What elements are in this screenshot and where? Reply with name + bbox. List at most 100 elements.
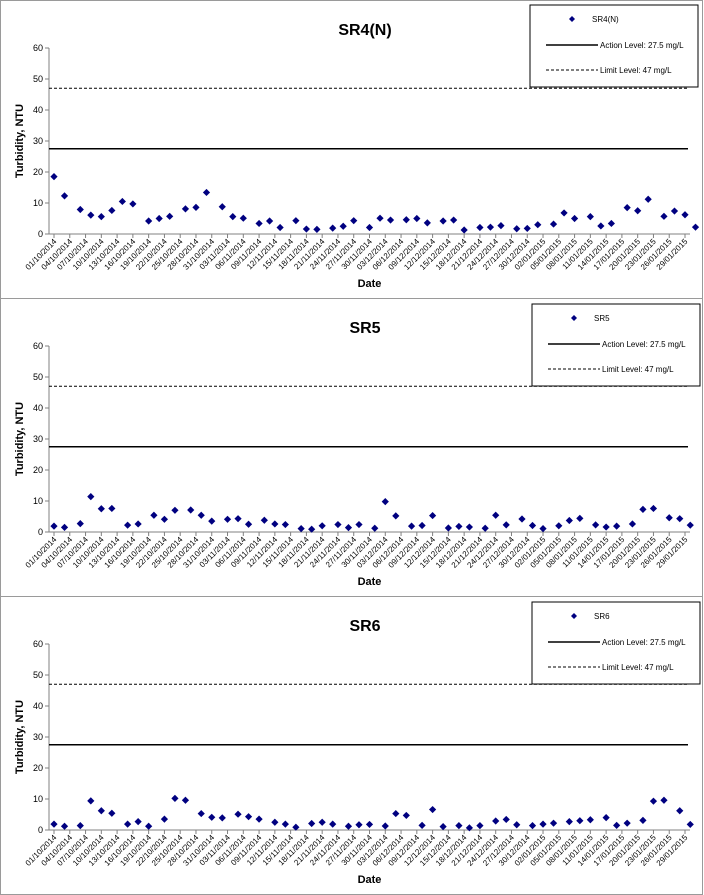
data-point: [518, 515, 526, 523]
data-point: [344, 524, 353, 532]
data-point: [476, 223, 484, 232]
data-point: [492, 511, 500, 519]
data-point: [108, 504, 116, 513]
data-point: [292, 217, 300, 225]
data-point: [50, 820, 58, 828]
data-point: [418, 821, 426, 829]
data-point: [465, 523, 474, 531]
data-point: [565, 516, 573, 525]
data-point: [376, 214, 384, 222]
data-point: [528, 521, 537, 530]
data-point: [576, 514, 584, 522]
data-point: [208, 813, 216, 821]
data-point: [308, 819, 316, 828]
data-point: [439, 217, 447, 225]
legend-series-label: SR5: [594, 314, 610, 323]
data-point: [439, 822, 447, 831]
data-point: [234, 515, 242, 523]
data-point: [418, 521, 426, 530]
data-point: [281, 820, 289, 828]
chart-title: SR6: [349, 618, 380, 635]
data-point: [108, 809, 116, 817]
data-point: [534, 221, 542, 229]
y-tick-label: 60: [33, 43, 43, 53]
data-point: [166, 212, 174, 220]
data-point: [570, 214, 579, 223]
data-point: [271, 520, 279, 528]
data-point: [513, 225, 521, 233]
legend-marker: [571, 613, 577, 619]
data-point: [676, 515, 684, 523]
y-tick-label: 50: [33, 372, 43, 382]
data-point: [339, 222, 347, 230]
data-point: [155, 214, 163, 223]
data-point: [423, 219, 431, 227]
y-tick-label: 50: [33, 74, 43, 84]
data-point: [407, 522, 416, 530]
data-point: [481, 524, 489, 532]
data-point: [97, 505, 105, 513]
data-point: [502, 521, 510, 529]
data-point: [623, 819, 631, 827]
data-point: [392, 809, 400, 818]
data-point: [87, 797, 95, 805]
data-point: [60, 822, 69, 830]
data-point: [129, 200, 137, 208]
data-point: [402, 811, 410, 820]
y-tick-label: 30: [33, 136, 43, 146]
data-point: [281, 520, 289, 529]
data-point: [528, 822, 537, 830]
data-point: [192, 203, 200, 211]
data-point: [255, 219, 263, 228]
y-tick-label: 50: [33, 670, 43, 680]
data-point: [229, 213, 237, 221]
chart-panel-sr4n: SR4(N) Turbidity, NTU 0 10 20 30 40 50 60 01/10/2…: [0, 0, 703, 299]
data-point: [681, 211, 689, 219]
data-point: [234, 810, 242, 818]
data-point: [134, 818, 142, 826]
data-point: [455, 522, 463, 531]
data-point: [513, 821, 521, 829]
data-point: [181, 205, 190, 213]
data-point: [118, 197, 126, 206]
data-point: [87, 211, 95, 219]
data-point: [124, 820, 132, 828]
data-point: [539, 820, 547, 828]
chart-title: SR5: [349, 320, 380, 337]
y-tick-label: 40: [33, 701, 43, 711]
data-point: [334, 520, 342, 529]
data-point: [50, 522, 58, 530]
data-point: [392, 512, 400, 520]
data-point: [602, 814, 610, 822]
y-tick-label: 30: [33, 732, 43, 742]
chart-svg: SR4(N)Turbidity, NTU010203040506001/10/2…: [14, 4, 700, 290]
data-point: [665, 514, 673, 522]
data-point: [492, 817, 500, 825]
chart-panel-sr5: SR5 Turbidity, NTU 0 10 20 30 40 50 60 01/10/2014…: [0, 298, 703, 597]
data-point: [365, 223, 374, 232]
data-point: [239, 214, 247, 222]
data-point: [329, 224, 337, 232]
data-point: [276, 223, 284, 232]
data-point: [450, 216, 458, 224]
data-point: [639, 816, 647, 824]
data-point: [460, 226, 468, 234]
legend-box: [529, 4, 699, 88]
data-point: [297, 524, 305, 533]
data-point: [171, 794, 179, 802]
data-point: [329, 820, 337, 828]
data-point: [649, 504, 658, 513]
data-point: [607, 219, 615, 228]
legend-action-label: Action Level: 27.5 mg/L: [602, 340, 686, 349]
data-point: [260, 516, 268, 524]
data-point: [565, 818, 573, 826]
data-point: [549, 220, 558, 228]
data-point: [171, 506, 179, 514]
legend-action-label: Action Level: 27.5 mg/L: [602, 638, 686, 647]
data-point: [381, 822, 389, 830]
data-point: [244, 520, 253, 528]
y-tick-label: 10: [33, 794, 43, 804]
data-point: [686, 521, 694, 529]
data-point: [197, 809, 205, 818]
data-point: [413, 214, 421, 223]
